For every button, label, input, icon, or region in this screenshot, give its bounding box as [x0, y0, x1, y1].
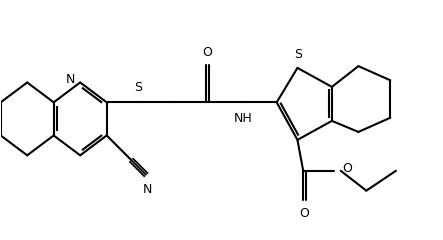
Text: O: O [299, 207, 309, 220]
Text: N: N [143, 183, 152, 196]
Text: N: N [66, 73, 75, 86]
Text: S: S [294, 48, 302, 61]
Text: O: O [342, 162, 352, 175]
Text: NH: NH [234, 112, 253, 125]
Text: S: S [135, 81, 143, 94]
Text: O: O [202, 46, 212, 59]
